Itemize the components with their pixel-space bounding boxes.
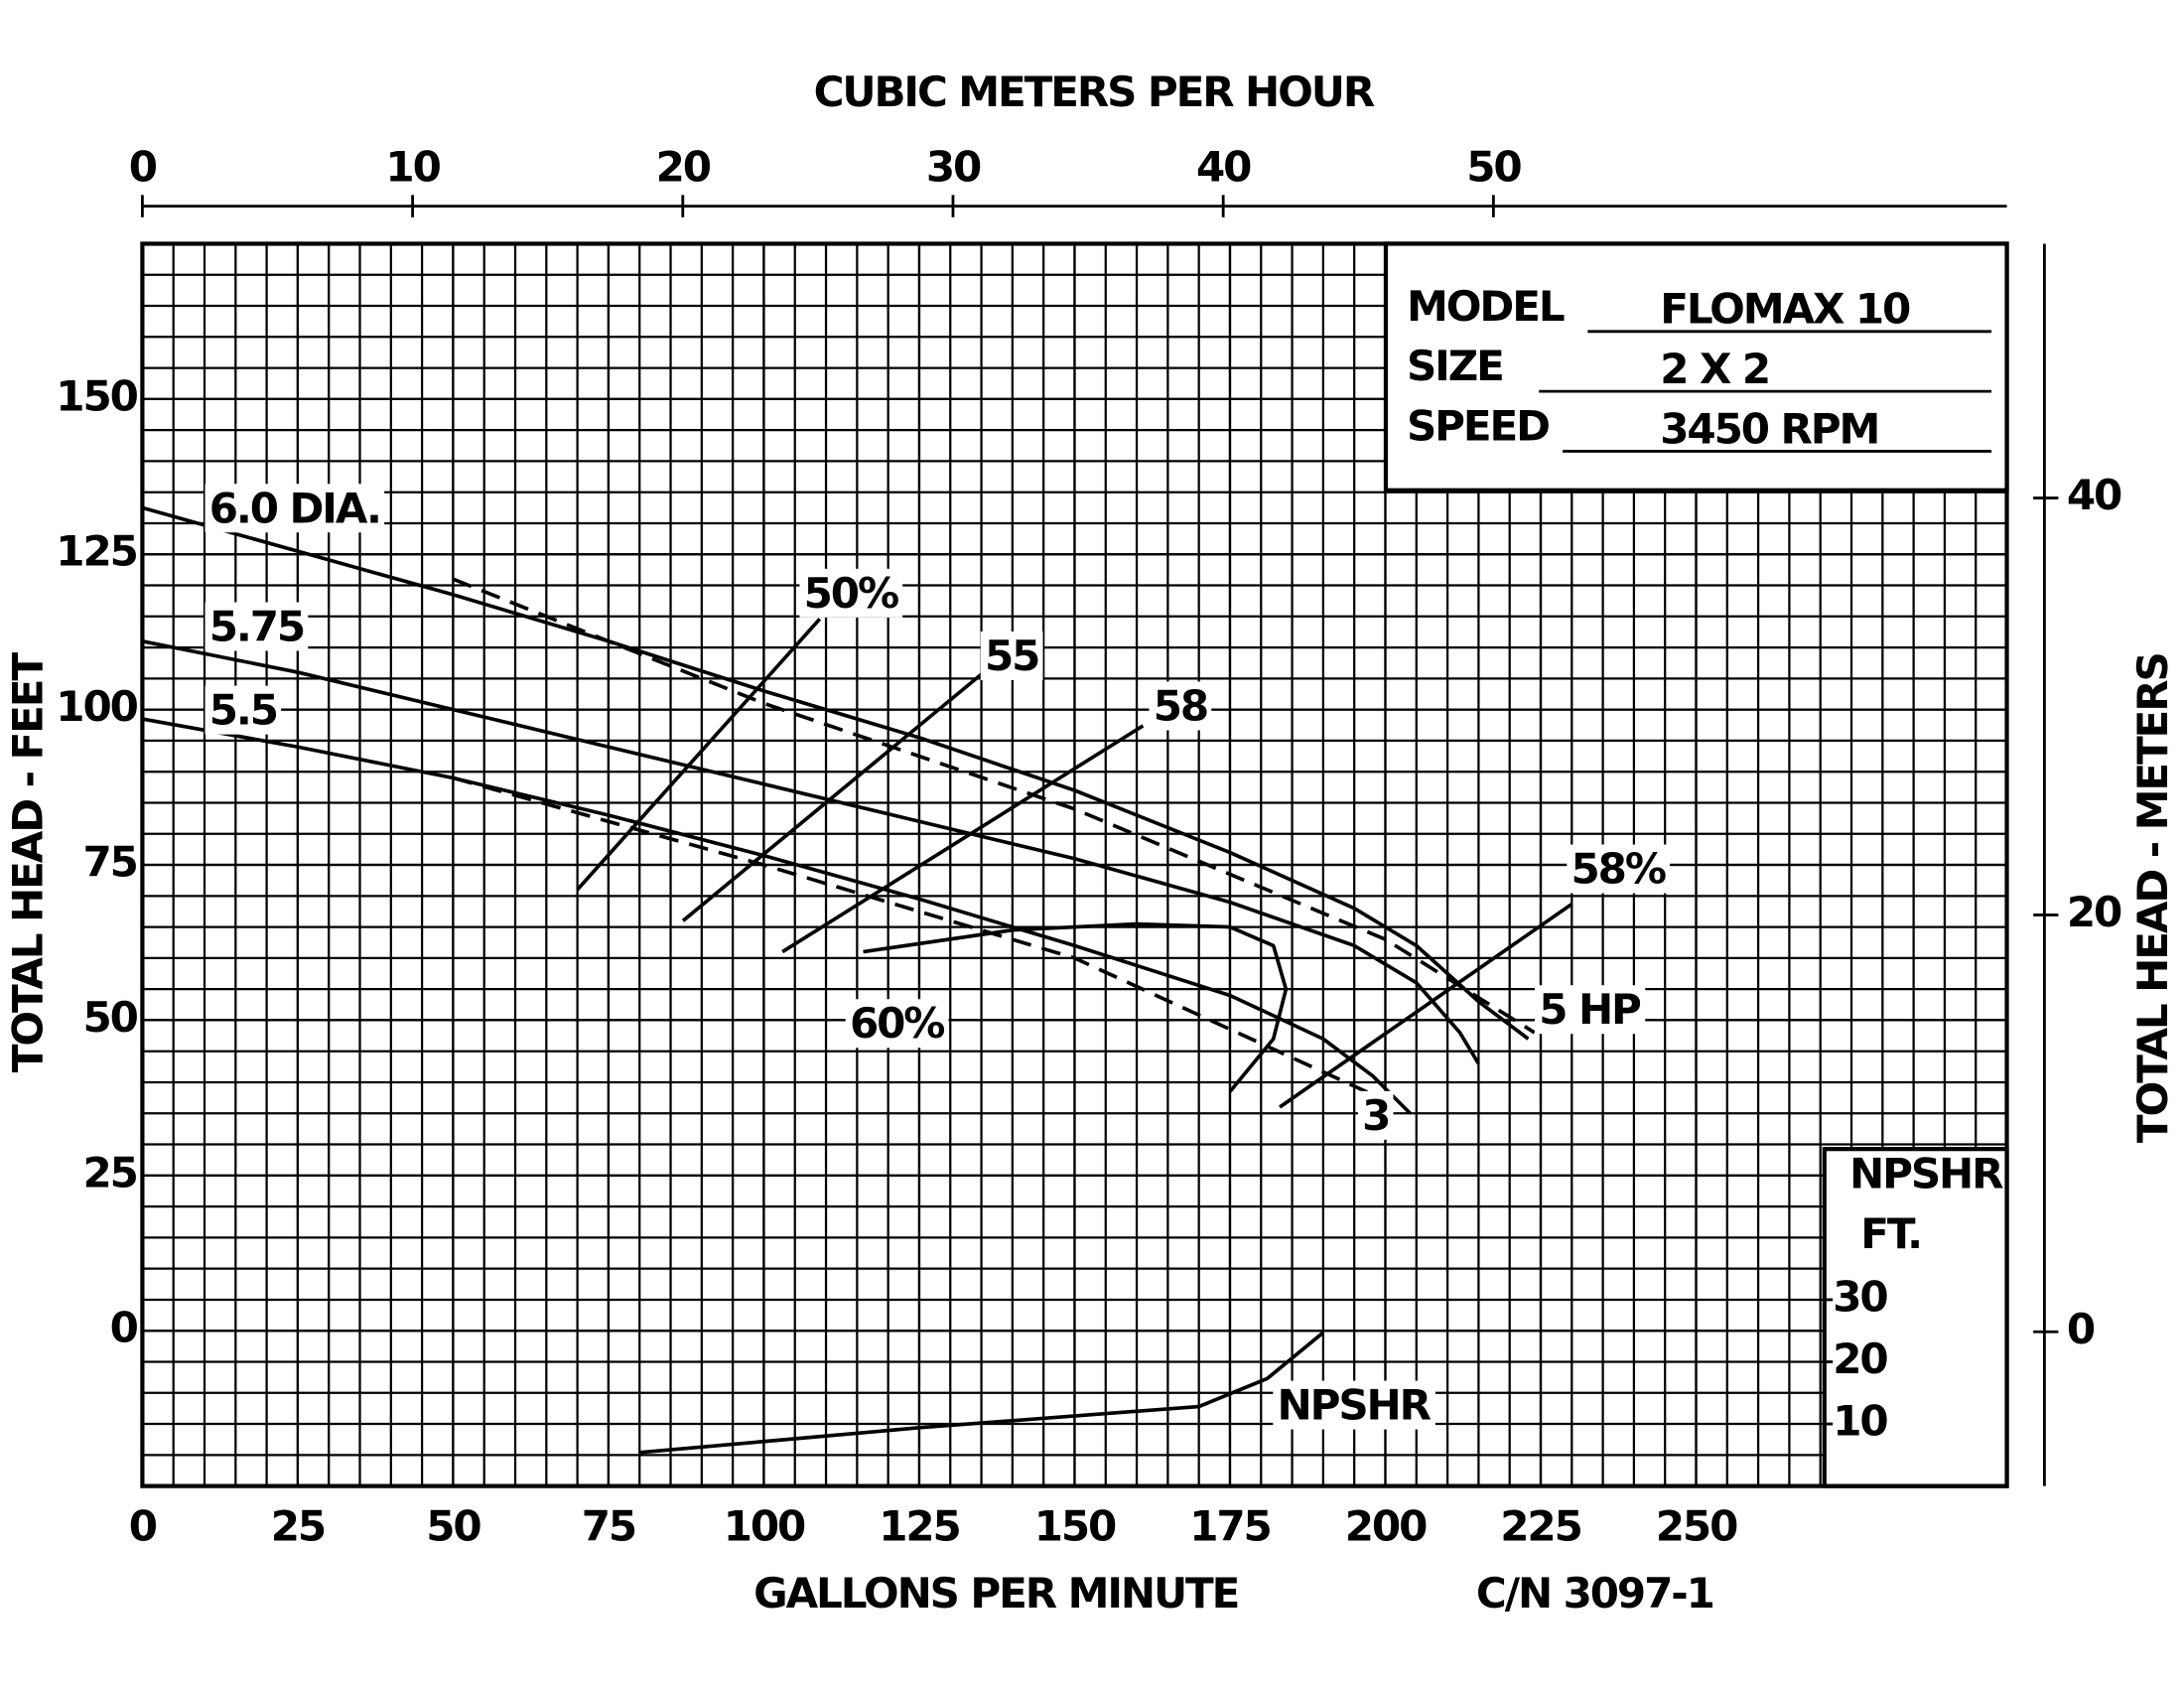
grid [141, 242, 2008, 1487]
info-value: 2 X 2 [1660, 345, 1769, 393]
x-axis-label: GALLONS PER MINUTE [753, 1569, 1238, 1618]
label-background [1149, 681, 1212, 731]
series-line [141, 505, 1530, 1041]
npshr-box [1822, 1147, 2009, 1488]
x2-tick-label: 30 [926, 143, 981, 192]
y2-tick-label: 40 [2067, 471, 2121, 519]
series-label: 60% [850, 999, 944, 1048]
x-tick-label: 0 [129, 1502, 157, 1551]
series-label: NPSHR [1278, 1381, 1432, 1430]
label-background [1535, 985, 1646, 1035]
footnote: C/N 3097-1 [1476, 1569, 1713, 1618]
x2-tick-label: 10 [385, 143, 440, 192]
x-tick-label: 225 [1500, 1502, 1581, 1551]
series-label: 50% [804, 569, 898, 618]
label-background [205, 685, 282, 735]
y-tick-label: 0 [110, 1304, 138, 1352]
label-background [845, 999, 949, 1049]
y-axis-label: TOTAL HEAD - FEET [4, 652, 53, 1073]
y3-tick-label: 30 [1833, 1272, 1887, 1321]
y-tick-label: 75 [82, 838, 136, 887]
series-line [142, 717, 1412, 1115]
x2-tick-label: 40 [1196, 143, 1251, 192]
info-label: SPEED [1407, 402, 1549, 451]
series-label: 5.75 [209, 602, 304, 650]
series-label: 6.0 DIA. [209, 484, 380, 532]
info-value: FLOMAX 10 [1660, 285, 1910, 334]
y2-tick-label: 20 [2067, 888, 2121, 936]
series-label: 5.5 [209, 686, 277, 735]
series-label: 58 [1154, 681, 1207, 730]
series-line [452, 775, 1374, 1097]
info-label: SIZE [1407, 342, 1503, 390]
x-tick-label: 200 [1345, 1502, 1427, 1551]
series-label: 58% [1571, 845, 1666, 894]
label-background [205, 484, 385, 533]
x-tick-label: 75 [582, 1502, 635, 1551]
y-tick-label: 150 [56, 371, 137, 420]
info-label: MODEL [1407, 282, 1565, 331]
series-line [639, 1331, 1324, 1455]
x-tick-label: 100 [724, 1502, 805, 1551]
x2-tick-label: 20 [656, 143, 711, 192]
label-background [205, 602, 309, 651]
y2-axis-label: TOTAL HEAD - METERS [2128, 653, 2177, 1143]
x-tick-label: 250 [1656, 1502, 1737, 1551]
y-tick-label: 100 [56, 682, 137, 731]
label-background [1357, 1090, 1394, 1140]
series-line [576, 618, 822, 892]
npshr-unit: FT. [1860, 1209, 1921, 1258]
series-line [681, 672, 983, 922]
label-background [799, 568, 903, 618]
series-line [781, 724, 1145, 954]
y2-tick-label: 0 [2067, 1305, 2095, 1353]
plot-frame [140, 241, 2009, 1488]
x-tick-label: 25 [271, 1502, 325, 1551]
npshr-title: NPSHR [1849, 1150, 2003, 1198]
y3-tick-label: 20 [1833, 1335, 1887, 1383]
series-line [452, 577, 1536, 1035]
x-tick-label: 125 [879, 1502, 959, 1551]
label-background [980, 631, 1043, 680]
series-line [1279, 902, 1573, 1109]
x-tick-label: 50 [426, 1502, 480, 1551]
info-value: 3450 RPM [1660, 404, 1878, 453]
x2-tick-label: 0 [129, 143, 157, 192]
x-tick-label: 175 [1189, 1502, 1270, 1551]
y-tick-label: 25 [82, 1148, 136, 1196]
x-tick-label: 150 [1034, 1502, 1116, 1551]
series-label: 5 HP [1539, 985, 1641, 1034]
series-label: 55 [985, 632, 1038, 680]
chart-title: CUBIC METERS PER HOUR [814, 68, 1375, 116]
y3-tick-label: 10 [1833, 1397, 1887, 1446]
label-background [1567, 844, 1671, 894]
y-tick-label: 125 [56, 527, 137, 576]
x2-tick-label: 50 [1466, 143, 1521, 192]
plot-area [141, 505, 1573, 1455]
series-line [863, 921, 1289, 1093]
label-background [1273, 1380, 1435, 1430]
info-box [1383, 241, 2009, 492]
series-line [142, 638, 1480, 1065]
y-tick-label: 50 [82, 993, 137, 1042]
series-label: 3 [1362, 1091, 1389, 1140]
